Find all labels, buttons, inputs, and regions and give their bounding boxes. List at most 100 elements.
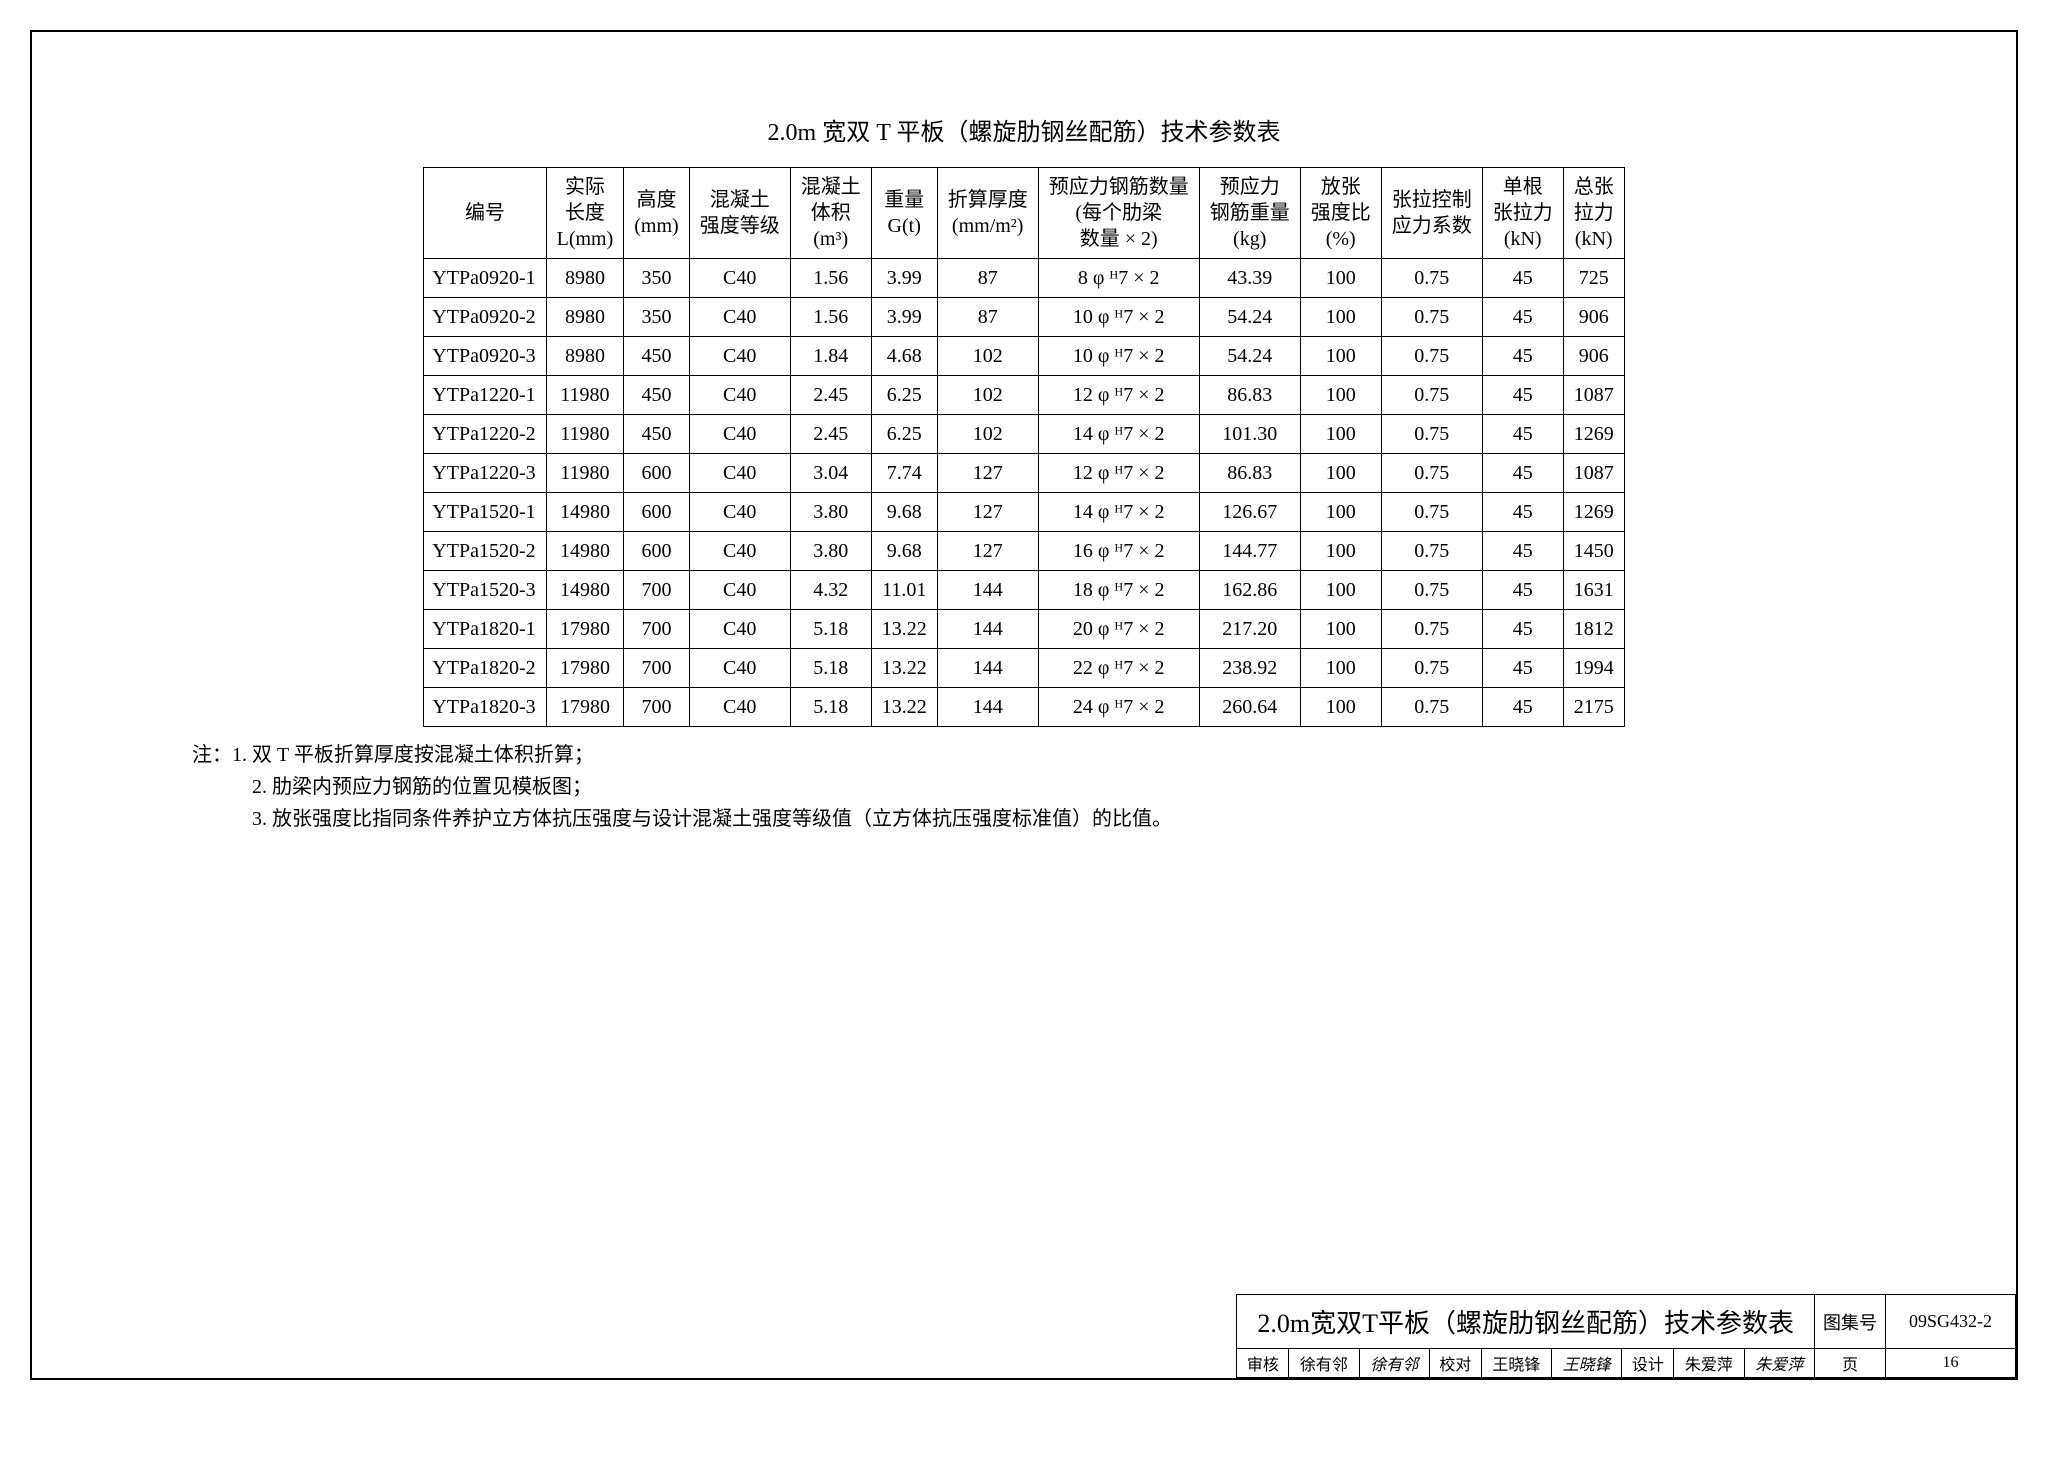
cell-r1-c8: 54.24 (1199, 298, 1300, 337)
cell-r1-c6: 87 (937, 298, 1038, 337)
cell-r2-c11: 45 (1482, 337, 1563, 376)
cell-r8-c3: C40 (689, 571, 790, 610)
page-number: 16 (1886, 1349, 2016, 1378)
cell-r8-c4: 4.32 (790, 571, 871, 610)
cell-r3-c10: 0.75 (1381, 376, 1482, 415)
cell-r2-c3: C40 (689, 337, 790, 376)
col-header-2: 高度(mm) (624, 168, 689, 259)
table-row: YTPa1520-214980600C403.809.6812716 φ ᴴ7 … (424, 532, 1624, 571)
note-2: 2. 肋梁内预应力钢筋的位置见模板图； (192, 771, 1976, 803)
cell-r3-c12: 1087 (1563, 376, 1624, 415)
cell-r4-c4: 2.45 (790, 415, 871, 454)
cell-r3-c4: 2.45 (790, 376, 871, 415)
col-header-1: 实际长度L(mm) (546, 168, 624, 259)
cell-r10-c4: 5.18 (790, 649, 871, 688)
cell-r10-c8: 238.92 (1199, 649, 1300, 688)
cell-r4-c5: 6.25 (871, 415, 937, 454)
cell-r1-c3: C40 (689, 298, 790, 337)
cell-r11-c3: C40 (689, 688, 790, 727)
cell-r7-c1: 14980 (546, 532, 624, 571)
cell-r5-c0: YTPa1220-3 (424, 454, 546, 493)
cell-r11-c7: 24 φ ᴴ7 × 2 (1038, 688, 1199, 727)
cell-r6-c0: YTPa1520-1 (424, 493, 546, 532)
cell-r9-c1: 17980 (546, 610, 624, 649)
approve-label: 审核 (1237, 1349, 1289, 1378)
cell-r0-c6: 87 (937, 259, 1038, 298)
cell-r11-c5: 13.22 (871, 688, 937, 727)
col-header-8: 预应力钢筋重量(kg) (1199, 168, 1300, 259)
note-1: 1. 双 T 平板折算厚度按混凝土体积折算； (232, 744, 594, 766)
notes-block: 注：1. 双 T 平板折算厚度按混凝土体积折算； 2. 肋梁内预应力钢筋的位置见… (192, 739, 1976, 835)
cell-r6-c4: 3.80 (790, 493, 871, 532)
cell-r8-c8: 162.86 (1199, 571, 1300, 610)
cell-r1-c0: YTPa0920-2 (424, 298, 546, 337)
cell-r0-c11: 45 (1482, 259, 1563, 298)
cell-r0-c1: 8980 (546, 259, 624, 298)
cell-r11-c12: 2175 (1563, 688, 1624, 727)
cell-r5-c9: 100 (1300, 454, 1381, 493)
cell-r4-c6: 102 (937, 415, 1038, 454)
table-row: YTPa1220-311980600C403.047.7412712 φ ᴴ7 … (424, 454, 1624, 493)
cell-r4-c11: 45 (1482, 415, 1563, 454)
cell-r4-c3: C40 (689, 415, 790, 454)
cell-r6-c11: 45 (1482, 493, 1563, 532)
cell-r6-c1: 14980 (546, 493, 624, 532)
check-label: 校对 (1429, 1349, 1481, 1378)
cell-r9-c7: 20 φ ᴴ7 × 2 (1038, 610, 1199, 649)
drawing-frame: 2.0m 宽双 T 平板（螺旋肋钢丝配筋）技术参数表 编号实际长度L(mm)高度… (30, 30, 2018, 1380)
cell-r4-c12: 1269 (1563, 415, 1624, 454)
cell-r0-c8: 43.39 (1199, 259, 1300, 298)
title-block: 2.0m宽双T平板（螺旋肋钢丝配筋）技术参数表图集号09SG432-2审核徐有邻… (1236, 1294, 2016, 1378)
table-row: YTPa0920-28980350C401.563.998710 φ ᴴ7 × … (424, 298, 1624, 337)
cell-r11-c9: 100 (1300, 688, 1381, 727)
design-name: 朱爱萍 (1674, 1349, 1744, 1378)
cell-r1-c10: 0.75 (1381, 298, 1482, 337)
col-header-7: 预应力钢筋数量(每个肋梁数量 × 2) (1038, 168, 1199, 259)
cell-r10-c11: 45 (1482, 649, 1563, 688)
cell-r2-c12: 906 (1563, 337, 1624, 376)
col-header-5: 重量G(t) (871, 168, 937, 259)
cell-r7-c10: 0.75 (1381, 532, 1482, 571)
cell-r0-c12: 725 (1563, 259, 1624, 298)
table-row: YTPa1220-211980450C402.456.2510214 φ ᴴ7 … (424, 415, 1624, 454)
col-header-12: 总张拉力(kN) (1563, 168, 1624, 259)
table-row: YTPa1820-217980700C405.1813.2214422 φ ᴴ7… (424, 649, 1624, 688)
col-header-9: 放张强度比(%) (1300, 168, 1381, 259)
cell-r6-c9: 100 (1300, 493, 1381, 532)
cell-r9-c11: 45 (1482, 610, 1563, 649)
cell-r11-c2: 700 (624, 688, 689, 727)
cell-r7-c7: 16 φ ᴴ7 × 2 (1038, 532, 1199, 571)
cell-r5-c5: 7.74 (871, 454, 937, 493)
col-header-0: 编号 (424, 168, 546, 259)
parameters-table: 编号实际长度L(mm)高度(mm)混凝土强度等级混凝土体积(m³)重量G(t)折… (423, 167, 1624, 727)
cell-r9-c12: 1812 (1563, 610, 1624, 649)
cell-r4-c8: 101.30 (1199, 415, 1300, 454)
cell-r1-c2: 350 (624, 298, 689, 337)
cell-r2-c0: YTPa0920-3 (424, 337, 546, 376)
cell-r11-c1: 17980 (546, 688, 624, 727)
check-signature: 王晓锋 (1552, 1349, 1622, 1378)
cell-r7-c4: 3.80 (790, 532, 871, 571)
cell-r3-c1: 11980 (546, 376, 624, 415)
cell-r5-c4: 3.04 (790, 454, 871, 493)
cell-r9-c8: 217.20 (1199, 610, 1300, 649)
cell-r0-c10: 0.75 (1381, 259, 1482, 298)
cell-r8-c0: YTPa1520-3 (424, 571, 546, 610)
cell-r4-c7: 14 φ ᴴ7 × 2 (1038, 415, 1199, 454)
cell-r3-c8: 86.83 (1199, 376, 1300, 415)
cell-r8-c5: 11.01 (871, 571, 937, 610)
album-label: 图集号 (1815, 1295, 1886, 1349)
cell-r6-c12: 1269 (1563, 493, 1624, 532)
cell-r2-c4: 1.84 (790, 337, 871, 376)
cell-r10-c3: C40 (689, 649, 790, 688)
cell-r10-c9: 100 (1300, 649, 1381, 688)
cell-r8-c2: 700 (624, 571, 689, 610)
titleblock-main: 2.0m宽双T平板（螺旋肋钢丝配筋）技术参数表 (1237, 1295, 1815, 1349)
cell-r8-c12: 1631 (1563, 571, 1624, 610)
table-row: YTPa1820-117980700C405.1813.2214420 φ ᴴ7… (424, 610, 1624, 649)
cell-r0-c3: C40 (689, 259, 790, 298)
design-signature: 朱爱萍 (1744, 1349, 1814, 1378)
cell-r2-c8: 54.24 (1199, 337, 1300, 376)
page-label: 页 (1815, 1349, 1886, 1378)
cell-r4-c10: 0.75 (1381, 415, 1482, 454)
